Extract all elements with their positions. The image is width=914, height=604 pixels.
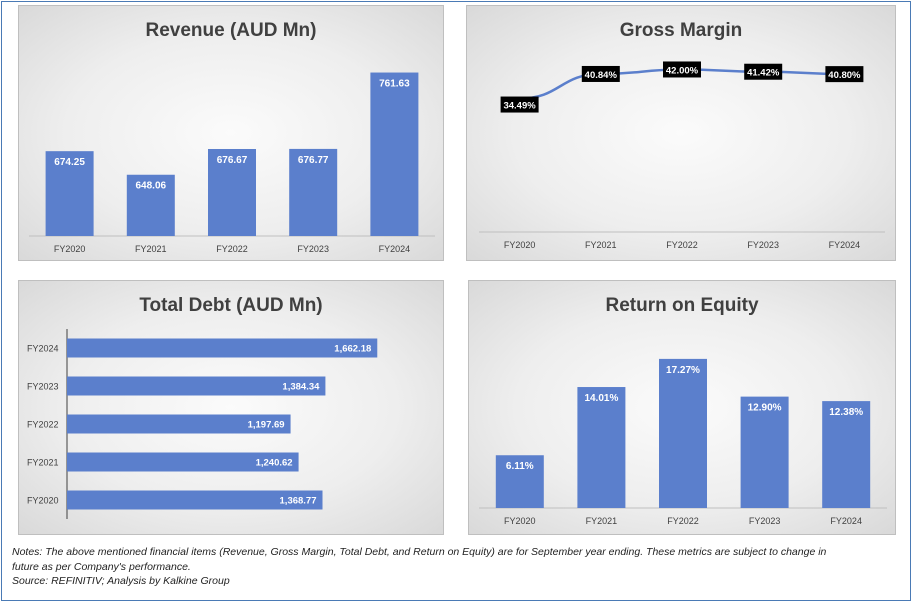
bar <box>659 358 707 508</box>
bar <box>822 401 871 508</box>
data-label-box <box>581 65 620 82</box>
data-label-box <box>744 63 783 80</box>
data-label: 1,384.34 <box>282 382 320 393</box>
bar <box>208 148 256 236</box>
y-tick-label: FY2021 <box>27 458 59 468</box>
notes-text-continued: future as per Company's performance. <box>12 560 191 573</box>
bar <box>67 338 378 358</box>
y-tick-label: FY2024 <box>27 344 59 354</box>
chart-title: Return on Equity <box>605 295 759 316</box>
x-tick-label: FY2020 <box>504 240 536 250</box>
bar <box>740 396 789 508</box>
roe-chart-panel: Return on Equity 6.11% FY2020 14.01% FY2021… <box>468 280 896 535</box>
data-label: 40.84% <box>585 70 618 81</box>
bar <box>370 72 419 237</box>
data-label: 1,197.69 <box>248 420 285 431</box>
chart-title: Gross Margin <box>619 20 743 41</box>
y-tick-label: FY2023 <box>27 382 59 392</box>
x-tick-label: FY2024 <box>379 244 411 254</box>
bar <box>289 148 338 236</box>
x-tick-label: FY2024 <box>830 516 862 526</box>
bar <box>67 376 326 396</box>
x-tick-label: FY2023 <box>747 240 779 250</box>
data-label: 676.67 <box>217 155 248 166</box>
data-label: 676.77 <box>298 155 329 166</box>
data-label: 1,240.62 <box>256 458 293 469</box>
revenue-chart: 674.25 FY2020 648.06 FY2021 676.67 FY2022 676.… <box>29 72 435 254</box>
x-tick-label: FY2023 <box>749 516 781 526</box>
bar <box>45 151 94 236</box>
notes-text: Notes: The above mentioned financial ite… <box>12 546 827 558</box>
data-label: 12.90% <box>748 403 782 414</box>
data-label: 6.11% <box>506 461 534 472</box>
data-label-box <box>663 61 701 78</box>
x-tick-label: FY2023 <box>297 244 329 254</box>
x-tick-label: FY2022 <box>216 244 248 254</box>
data-label: 12.38% <box>829 407 863 418</box>
data-label: 17.27% <box>666 365 700 376</box>
total-debt-chart: 1,662.18 FY2024 1,384.34 FY2023 1,197.69 FY20… <box>27 329 378 519</box>
x-tick-label: FY2022 <box>667 516 699 526</box>
bar <box>67 414 291 434</box>
source-text: Source: REFINITIV; Analysis by Kalkine G… <box>12 575 230 587</box>
data-label: 34.49% <box>503 101 536 112</box>
x-tick-label: FY2021 <box>586 516 618 526</box>
bar <box>67 490 323 510</box>
x-tick-label: FY2020 <box>54 244 86 254</box>
data-label: 41.42% <box>747 68 780 79</box>
y-tick-label: FY2020 <box>27 496 59 506</box>
revenue-chart-panel: Revenue (AUD Mn) 674.25 FY2020 648.06 FY202… <box>18 5 444 261</box>
data-label: 674.25 <box>54 157 85 168</box>
data-label: 1,662.18 <box>334 344 371 355</box>
gross-margin-chart-panel: Gross Margin 34.49% FY2020 40.84% FY2021 42.… <box>466 5 896 261</box>
roe-chart: 6.11% FY2020 14.01% FY2021 17.27% FY2022 12.90… <box>479 358 887 526</box>
x-tick-label: FY2021 <box>135 244 167 254</box>
x-tick-label: FY2022 <box>666 240 698 250</box>
bar <box>67 452 299 472</box>
bar <box>126 174 175 236</box>
data-label: 40.80% <box>828 70 861 81</box>
gross-margin-chart: 34.49% FY2020 40.84% FY2021 42.00% FY2022 41.4… <box>479 61 885 250</box>
total-debt-chart-panel: Total Debt (AUD Mn) 1,662.18 FY2024 1,384.… <box>18 280 444 535</box>
x-tick-label: FY2020 <box>504 516 536 526</box>
data-label: 14.01% <box>584 393 618 404</box>
data-label: 42.00% <box>666 65 699 76</box>
y-tick-label: FY2022 <box>27 420 59 430</box>
data-label-box <box>500 96 539 113</box>
x-tick-label: FY2021 <box>585 240 617 250</box>
x-tick-label: FY2024 <box>829 240 861 250</box>
data-label: 1,368.77 <box>280 496 317 507</box>
bar <box>495 455 544 508</box>
data-label: 761.63 <box>379 79 410 90</box>
data-label: 648.06 <box>136 181 167 192</box>
chart-title: Total Debt (AUD Mn) <box>139 295 323 316</box>
data-label-box <box>825 66 864 83</box>
notes-block: Notes: The above mentioned financial ite… <box>12 545 892 589</box>
bar <box>577 387 626 508</box>
chart-title: Revenue (AUD Mn) <box>145 20 317 41</box>
